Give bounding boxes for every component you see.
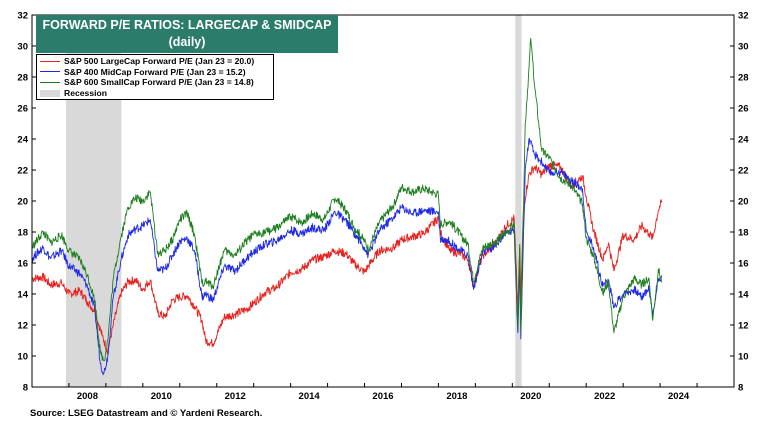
x-tick-label-2014: 2014 xyxy=(299,391,321,402)
y-tick-label-left-14: 14 xyxy=(17,290,28,301)
legend-label-sp400: S&P 400 MidCap Forward P/E (Jan 23 = 15.… xyxy=(64,66,246,77)
y-tick-label-left-12: 12 xyxy=(17,321,28,332)
x-tick-label-2022: 2022 xyxy=(594,391,615,402)
y-tick-label-left-28: 28 xyxy=(17,73,28,84)
chart-title: FORWARD P/E RATIOS: LARGECAP & SMIDCAP xyxy=(42,18,332,32)
y-tick-label-right-14: 14 xyxy=(738,290,749,301)
recession-band-1 xyxy=(515,15,522,387)
legend-item-sp400: S&P 400 MidCap Forward P/E (Jan 23 = 15.… xyxy=(40,67,270,78)
chart-subtitle: (daily) xyxy=(168,35,206,49)
y-tick-label-right-28: 28 xyxy=(738,73,749,84)
y-tick-label-left-30: 30 xyxy=(17,42,28,53)
legend-item-recession: Recession xyxy=(40,88,270,99)
y-tick-label-right-12: 12 xyxy=(738,321,749,332)
y-tick-label-right-32: 32 xyxy=(738,11,749,22)
series-lines xyxy=(31,37,663,376)
y-tick-label-left-20: 20 xyxy=(17,197,28,208)
series-line-sp600-smallcap xyxy=(31,37,663,362)
y-tick-label-left-18: 18 xyxy=(17,228,28,239)
y-tick-label-left-32: 32 xyxy=(17,11,28,22)
x-tick-label-2018: 2018 xyxy=(446,391,467,402)
x-tick-label-2008: 2008 xyxy=(77,391,98,402)
y-tick-label-left-24: 24 xyxy=(17,135,28,146)
y-tick-label-right-30: 30 xyxy=(738,42,749,53)
legend-label-recession: Recession xyxy=(64,88,107,99)
legend-swatch-sp500 xyxy=(40,60,60,62)
legend-swatch-recession xyxy=(40,89,60,97)
x-tick-label-2020: 2020 xyxy=(520,391,541,402)
x-tick-label-2012: 2012 xyxy=(225,391,246,402)
series-line-sp500-largecap xyxy=(32,161,663,355)
chart-title-box: FORWARD P/E RATIOS: LARGECAP & SMIDCAP (… xyxy=(36,15,338,53)
y-tick-label-right-16: 16 xyxy=(738,259,749,270)
y-tick-label-right-8: 8 xyxy=(738,383,743,394)
y-tick-label-right-22: 22 xyxy=(738,166,749,177)
y-tick-label-left-10: 10 xyxy=(17,352,28,363)
y-tick-label-left-26: 26 xyxy=(17,104,28,115)
y-tick-label-right-20: 20 xyxy=(738,197,749,208)
y-tick-label-right-18: 18 xyxy=(738,228,749,239)
x-tick-label-2010: 2010 xyxy=(151,391,172,402)
y-tick-label-right-24: 24 xyxy=(738,135,749,146)
legend-label-sp500: S&P 500 LargeCap Forward P/E (Jan 23 = 2… xyxy=(64,56,255,67)
y-tick-label-left-16: 16 xyxy=(17,259,28,270)
legend: S&P 500 LargeCap Forward P/E (Jan 23 = 2… xyxy=(36,54,274,100)
legend-item-sp600: S&P 600 SmallCap Forward P/E (Jan 23 = 1… xyxy=(40,77,270,88)
x-tick-label-2024: 2024 xyxy=(668,391,690,402)
y-tick-label-left-8: 8 xyxy=(23,383,28,394)
legend-swatch-sp600 xyxy=(40,81,60,83)
legend-item-sp500: S&P 500 LargeCap Forward P/E (Jan 23 = 2… xyxy=(40,56,270,67)
x-tick-label-2016: 2016 xyxy=(372,391,393,402)
y-tick-label-right-26: 26 xyxy=(738,104,749,115)
legend-swatch-sp400 xyxy=(40,71,60,73)
source-note: Source: LSEG Datastream and © Yardeni Re… xyxy=(30,408,263,419)
legend-label-sp600: S&P 600 SmallCap Forward P/E (Jan 23 = 1… xyxy=(64,77,254,88)
y-tick-label-right-10: 10 xyxy=(738,352,749,363)
y-tick-label-left-22: 22 xyxy=(17,166,28,177)
